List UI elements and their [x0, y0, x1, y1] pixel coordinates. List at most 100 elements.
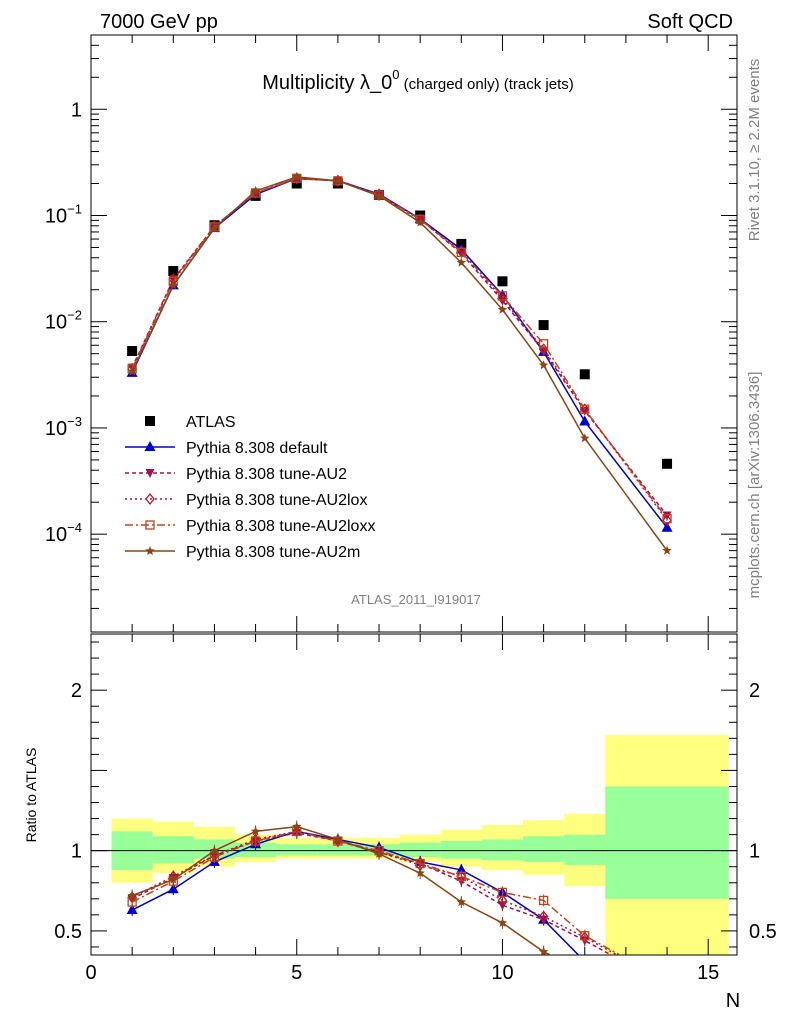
inner-band — [481, 839, 524, 861]
uncertainty-bands — [111, 735, 729, 955]
ratio-point — [538, 910, 549, 923]
y-tick-label: 10−2 — [45, 308, 82, 334]
inner-band — [440, 841, 482, 859]
data-point — [580, 404, 590, 414]
main-plot-area — [126, 171, 673, 555]
ratio-y-tick-label: 1 — [71, 841, 82, 863]
ratio-y-tick-label: 2 — [71, 680, 82, 702]
title-main: Multiplicity λ_0 — [262, 72, 392, 94]
data-point — [538, 360, 549, 370]
data-point — [250, 186, 261, 195]
data-point — [580, 406, 590, 416]
y-tick-label: 10−4 — [45, 520, 82, 546]
data-point — [497, 291, 508, 301]
ratio-frame — [90, 633, 738, 956]
ratio-point — [168, 874, 178, 884]
legend-marker — [145, 546, 155, 555]
ratio-point — [538, 946, 549, 955]
ratio-point — [250, 826, 261, 836]
ratio-point — [456, 897, 467, 907]
ratio-point — [374, 848, 384, 858]
data-point — [662, 545, 672, 555]
data-point — [579, 369, 590, 380]
legend-label: ATLAS — [186, 414, 236, 431]
ratio-point — [167, 883, 179, 894]
data-point — [661, 521, 673, 532]
data-point — [497, 296, 507, 306]
data-point — [539, 347, 549, 357]
data-point — [497, 276, 508, 287]
data-point — [579, 415, 591, 426]
data-point — [374, 190, 384, 200]
data-point — [168, 280, 178, 290]
legend-label: Pythia 8.308 tune-AU2loxx — [186, 518, 375, 535]
ratio-line — [131, 830, 580, 955]
data-point — [662, 514, 672, 524]
ratio-point — [456, 871, 466, 882]
inner-band — [317, 844, 359, 856]
data-point — [127, 346, 138, 357]
title-superscript: 0 — [392, 67, 399, 82]
ratio-point — [209, 845, 220, 855]
ratio-point — [579, 931, 590, 944]
x-tick-label: 5 — [291, 962, 302, 984]
data-point — [579, 403, 590, 416]
legend-label: Pythia 8.308 tune-AU2lox — [186, 492, 367, 509]
legend-label: Pythia 8.308 tune-AU2 — [186, 466, 347, 483]
data-point — [168, 266, 179, 277]
ratio-line — [131, 825, 553, 955]
axes: 0 5 10 15 1 10−1 10−2 10−3 10−4 0.5 0.5 1 1 2 2 — [45, 34, 777, 984]
x-tick-label: 0 — [85, 962, 96, 984]
ratio-point — [580, 931, 590, 941]
ratio-point — [126, 904, 138, 915]
inner-band — [152, 836, 194, 864]
legend: ATLAS Pythia 8.308 default Pythia 8.308 tu… — [125, 414, 375, 561]
header-right-label: Soft QCD — [647, 11, 733, 33]
ratio-plot-area — [126, 820, 622, 955]
data-point — [250, 186, 261, 199]
legend-marker — [145, 416, 155, 426]
inner-band — [276, 844, 318, 856]
data-point — [209, 223, 220, 233]
ratio-point — [292, 821, 302, 831]
ratio-point — [497, 917, 508, 927]
y-tick-label: 10−1 — [45, 201, 82, 227]
data-point — [538, 320, 549, 331]
ratio-y-tick-label: 0.5 — [54, 921, 82, 943]
inner-band — [564, 834, 606, 866]
ratio-y-tick-label-right: 0.5 — [749, 921, 777, 943]
legend-marker — [145, 469, 155, 478]
analysis-id: ATLAS_2011_I919017 — [351, 592, 481, 607]
x-tick-label: 15 — [697, 962, 719, 984]
data-point — [662, 458, 673, 469]
y-tick-label: 10−3 — [45, 414, 82, 440]
inner-band — [605, 786, 729, 899]
ratio-point — [538, 895, 549, 906]
main-frame — [90, 34, 738, 633]
legend-marker — [144, 441, 156, 451]
ratio-point — [497, 887, 508, 898]
data-point — [127, 366, 137, 376]
ratio-y-tick-label-right: 1 — [749, 841, 760, 863]
ratio-point — [497, 894, 508, 907]
ratio-point — [127, 890, 137, 900]
ratio-series — [126, 820, 622, 955]
data-point — [415, 217, 425, 227]
ratio-ylabel: Ratio to ATLAS — [23, 748, 39, 843]
data-point — [333, 175, 343, 185]
band-group — [111, 735, 729, 955]
data-point — [538, 339, 549, 349]
ratio-point — [333, 834, 343, 844]
data-point — [580, 433, 590, 443]
data-point — [456, 257, 467, 267]
inner-band — [523, 836, 565, 862]
legend-marker — [145, 492, 155, 506]
legend-label: Pythia 8.308 tune-AU2m — [186, 544, 360, 561]
x-axis-label: N — [726, 990, 740, 1012]
inner-band — [399, 842, 441, 858]
mcplots-label: mcplots.cern.ch [arXiv:1306.3436] — [746, 372, 763, 599]
ratio-y-tick-label-right: 2 — [749, 680, 760, 702]
title-rest: (charged only) (track jets) — [400, 76, 574, 93]
legend-marker — [145, 520, 155, 530]
